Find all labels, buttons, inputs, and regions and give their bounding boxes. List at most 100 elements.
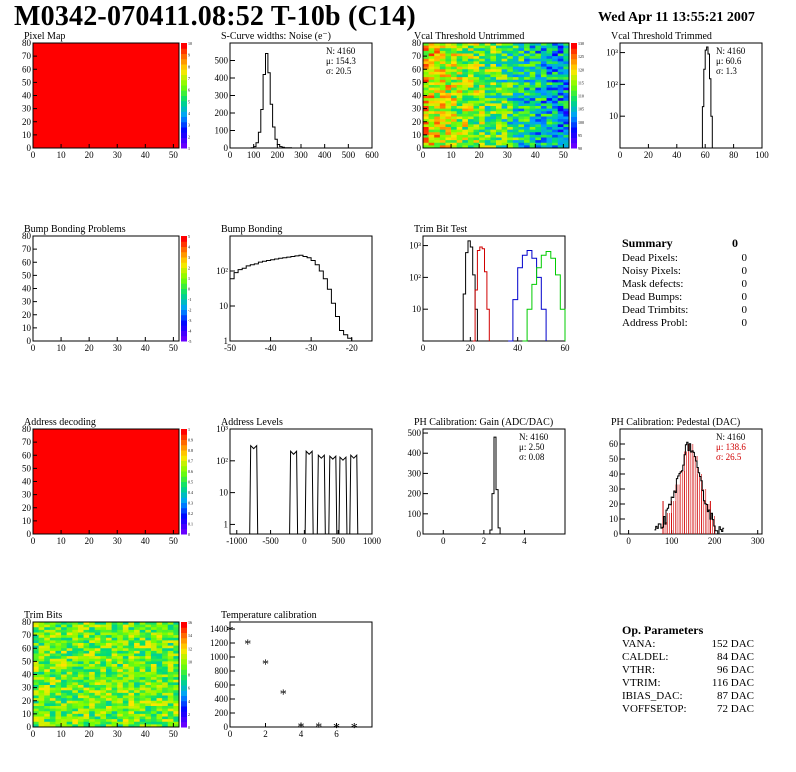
heatmap-cell [106, 635, 113, 639]
heatmap-cell [456, 111, 463, 115]
heatmap-cell [156, 624, 163, 628]
heatmap-cell [473, 77, 480, 81]
heatmap-cell [473, 116, 480, 120]
heatmap-cell [467, 145, 475, 149]
heatmap-cell [423, 121, 430, 125]
colorbar-segment [181, 492, 187, 498]
heatmap-cell [456, 121, 463, 125]
heatmap-cell [484, 108, 491, 112]
heatmap-cell [467, 77, 475, 81]
colorbar-tick-label: 120 [578, 67, 584, 72]
heatmap-cell [150, 656, 158, 660]
heatmap-cell [434, 48, 441, 52]
heatmap-cell [518, 121, 525, 125]
heatmap-cell [512, 50, 519, 54]
chart-title: PH Calibration: Pedestal (DAC) [611, 417, 740, 428]
heatmap-cell [552, 103, 559, 107]
heatmap-cell [496, 116, 503, 120]
heatmap-cell [134, 690, 141, 694]
heatmap-cell [122, 627, 129, 631]
heatmap-cell [156, 622, 163, 626]
heatmap-cell [89, 690, 96, 694]
heatmap-cell [128, 706, 135, 710]
heatmap-cell [61, 656, 68, 660]
y-tick-label: 20 [22, 503, 32, 513]
heatmap-cell [451, 71, 458, 75]
y-tick-label: 1200 [210, 638, 229, 648]
heatmap-cell [61, 700, 68, 704]
heatmap-cell [518, 69, 525, 73]
colorbar-tick-label: 0 [188, 287, 190, 292]
heatmap-cell [434, 98, 441, 102]
heatmap-cell [38, 719, 45, 723]
heatmap-cell [145, 695, 152, 699]
heatmap-cell [467, 69, 475, 73]
heatmap-cell [445, 69, 452, 73]
heatmap-cell [49, 695, 56, 699]
heatmap-cell [507, 100, 514, 104]
heatmap-cell [55, 664, 62, 668]
heatmap-cell [167, 656, 174, 660]
heatmap-cell [128, 669, 135, 673]
heatmap-cell [451, 127, 458, 131]
heatmap-cell [518, 53, 525, 57]
heatmap-cell [89, 637, 96, 641]
heatmap-cell [423, 116, 430, 120]
heatmap-cell [89, 682, 96, 686]
heatmap-cell [134, 658, 141, 662]
heatmap-cell [546, 87, 553, 91]
heatmap-cell [145, 682, 152, 686]
heatmap-cell [423, 45, 430, 49]
heatmap-cell [100, 666, 107, 670]
heatmap-cell [134, 724, 141, 728]
heatmap-cell [563, 50, 570, 54]
heatmap-cell [162, 664, 169, 668]
chart-title: Vcal Threshold Trimmed [611, 31, 712, 42]
heatmap-cell [44, 640, 51, 644]
colorbar-tick-label: 0 [188, 725, 190, 730]
heatmap-cell [428, 137, 435, 141]
colorbar-segment [181, 637, 187, 644]
heatmap-cell [479, 77, 486, 81]
heatmap-cell [529, 103, 536, 107]
heatmap-cell [439, 127, 446, 131]
heatmap-cell [445, 103, 452, 107]
heatmap-cell [89, 622, 96, 626]
heatmap-cell [162, 674, 169, 678]
heatmap-cell [518, 98, 525, 102]
heatmap-cell [445, 106, 452, 110]
heatmap-cell [106, 627, 113, 631]
heatmap-cell [134, 708, 141, 712]
heatmap-cell [122, 661, 129, 665]
heatmap-cell [484, 48, 491, 52]
heatmap-cell [128, 698, 135, 702]
heatmap-cell [38, 695, 45, 699]
heatmap-cell [428, 116, 435, 120]
heatmap-cell [128, 711, 135, 715]
y-tick-label: 0 [224, 143, 229, 153]
heatmap-cell [479, 132, 486, 136]
heatmap-cell [49, 640, 56, 644]
heatmap-cell [100, 635, 107, 639]
heatmap-cell [563, 121, 570, 125]
heatmap-cell [33, 692, 40, 696]
heatmap-cell [122, 703, 129, 707]
heatmap-cell [72, 682, 79, 686]
data-point: * [280, 688, 287, 703]
heatmap-cell [552, 43, 559, 47]
heatmap-cell [117, 658, 124, 662]
heatmap-cell [89, 629, 96, 633]
heatmap-cell [557, 121, 564, 125]
heatmap-cell [173, 719, 180, 723]
heatmap-cell [77, 690, 85, 694]
heatmap-cell [434, 124, 441, 128]
heatmap-cell [546, 64, 553, 68]
data-point: * [227, 624, 234, 639]
op-param-row: VANA: 152 DAC [622, 638, 754, 650]
heatmap-cell [434, 127, 441, 131]
heatmap-cell [496, 85, 503, 89]
heatmap-cell [49, 703, 56, 707]
heatmap-cell [540, 119, 548, 123]
heatmap-cell [173, 685, 180, 689]
op-param-value: 96 DAC [717, 664, 754, 676]
